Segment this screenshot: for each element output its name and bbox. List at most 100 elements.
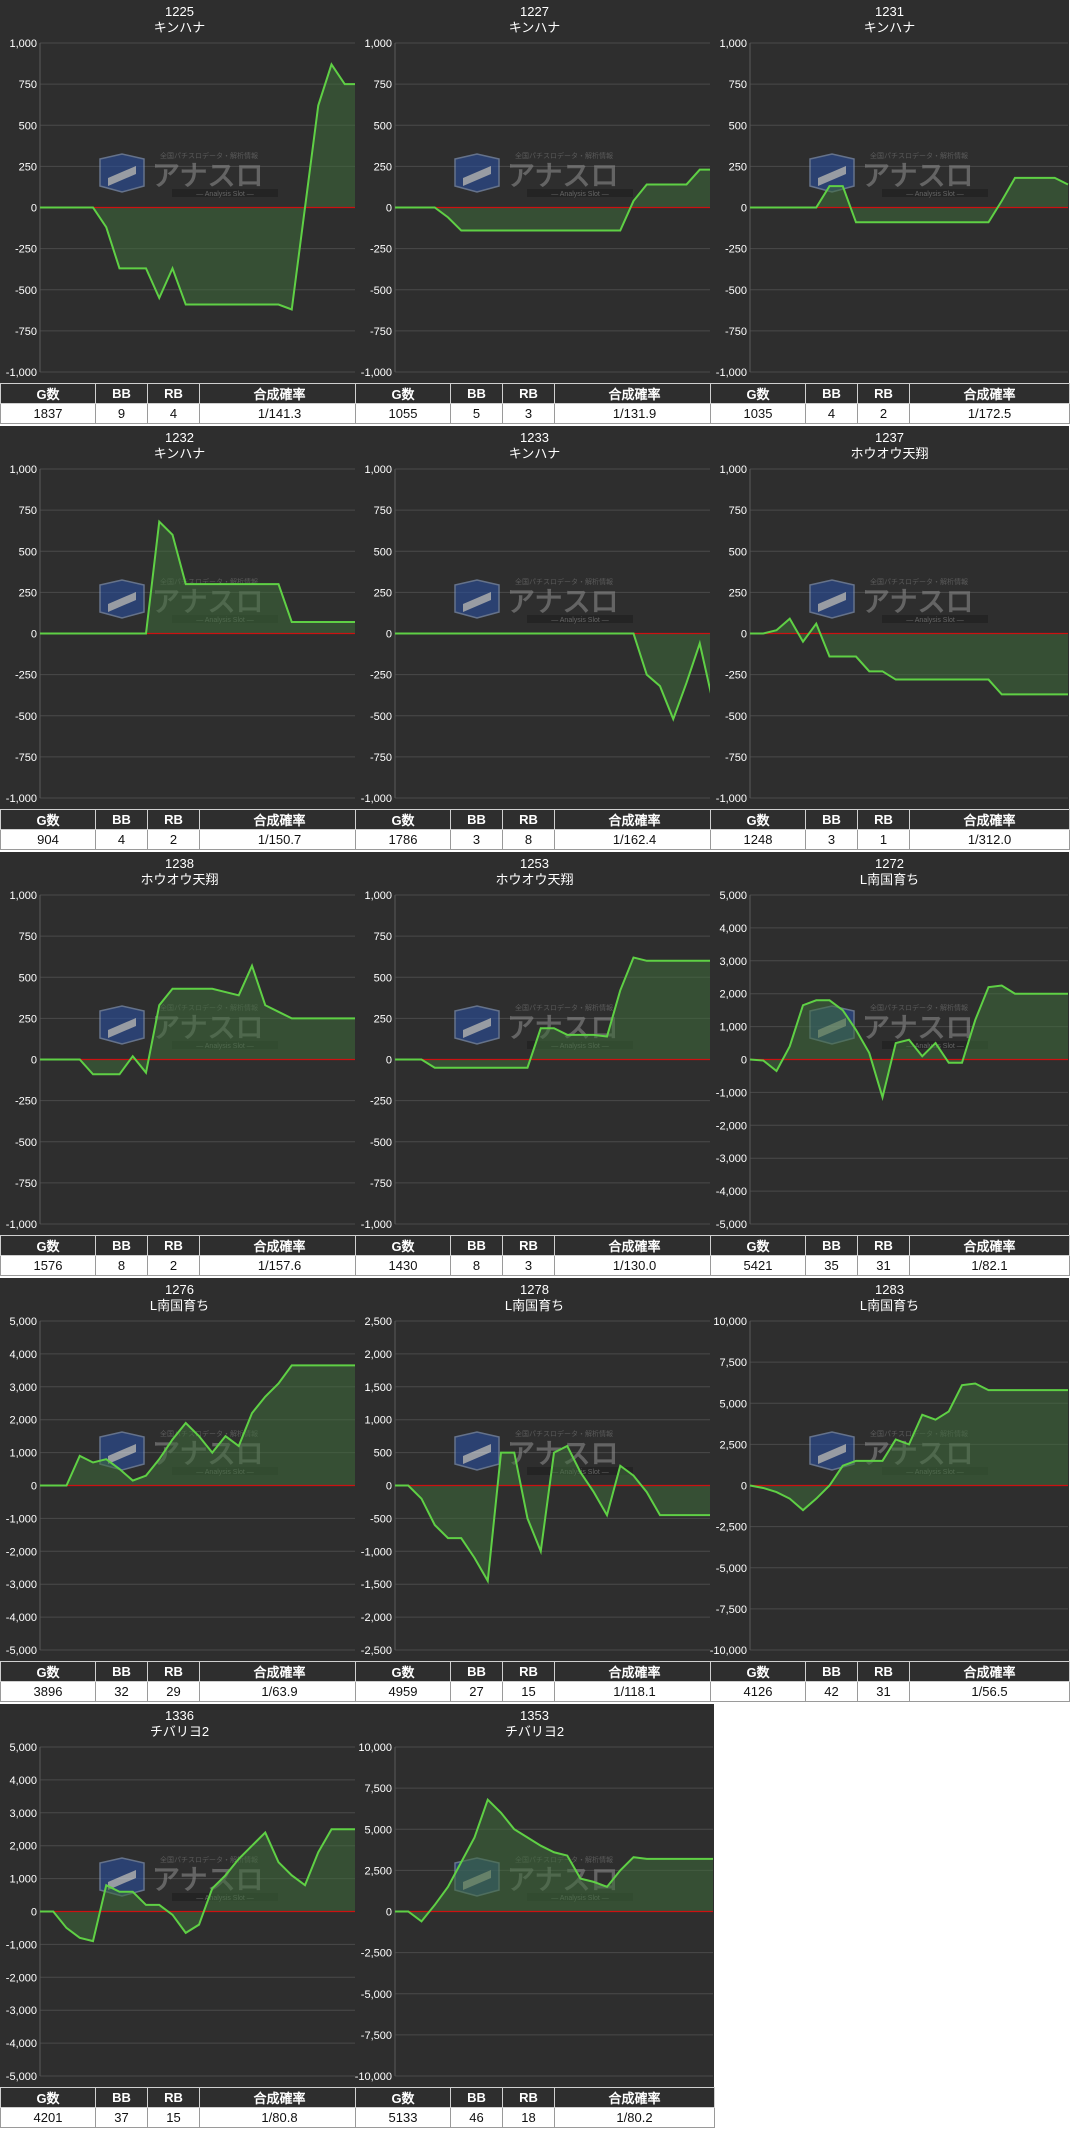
watermark-subtitle: — Analysis Slot —: [551, 191, 609, 198]
y-tick-label: 2,500: [364, 1865, 392, 1877]
header-rb: RB: [502, 809, 555, 830]
y-tick-label: 2,000: [9, 1415, 37, 1427]
watermark-tagline: 全国パチスロデータ・解析情報: [870, 151, 968, 160]
value-rate: 1/312.0: [909, 829, 1070, 850]
y-tick-label: 750: [374, 79, 392, 91]
series-line: [749, 984, 1068, 1102]
machine-number: 1276: [165, 1282, 194, 1297]
logo-stripe-icon: [108, 1018, 136, 1038]
header-rb: RB: [147, 809, 200, 830]
y-tick-label: 3,000: [719, 956, 747, 968]
y-tick-label: -500: [725, 711, 747, 723]
y-tick-label: -500: [15, 711, 37, 723]
value-bb: 35: [805, 1255, 858, 1276]
y-tick-label: -250: [725, 670, 747, 682]
y-tick-label: 0: [31, 1055, 37, 1067]
chart-svg: 10,000 7,500 5,000 2,500 0 -2,500 -5,000 -7,500…: [710, 1316, 1068, 1657]
header-rate: 合成確率: [554, 2087, 715, 2108]
y-tick-label: 5,000: [719, 890, 747, 902]
machine-model: キンハナ: [508, 20, 561, 35]
watermark-tagline: 全国パチスロデータ・解析情報: [160, 151, 258, 160]
value-rb: 31: [857, 1255, 910, 1276]
y-tick-label: 750: [729, 79, 747, 91]
value-games: 4959: [355, 1681, 451, 1702]
stats-table: G数 BB RB 合成確率 1035 4 2 1/172.5: [710, 383, 1070, 424]
y-tick-label: -5,000: [6, 2071, 37, 2083]
y-tick-label: -250: [15, 1096, 37, 1108]
machine-number: 1232: [165, 430, 194, 445]
y-tick-label: 500: [19, 972, 37, 984]
stats-header-row: G数 BB RB 合成確率: [0, 809, 360, 830]
y-tick-label: -250: [370, 670, 392, 682]
header-rate: 合成確率: [554, 809, 715, 830]
y-tick-label: -3,000: [6, 1579, 37, 1591]
machine-panel-1272: 1272 L南国育ち 5,000 4,000 3,000 2,000 1,000 0 -1,00…: [710, 852, 1070, 1278]
stats-value-row: 1837 9 4 1/141.3: [0, 403, 360, 424]
series-line: [40, 962, 358, 1076]
watermark-sub-bar: [882, 189, 988, 197]
slump-chart: 1276 L南国育ち 5,000 4,000 3,000 2,000 1,000 0 -1,00…: [0, 1278, 359, 1661]
value-rate: 1/63.9: [199, 1681, 360, 1702]
area-fill: [40, 1365, 358, 1486]
slump-chart: 1238 ホウオウ天翔 1,000 750 500 250 0 -250 -500 -750 -1,…: [0, 852, 359, 1235]
header-rb: RB: [147, 383, 200, 404]
slump-chart: 1278 L南国育ち 2,500 2,000 1,500 1,000 500 0 -500 -1,…: [355, 1278, 714, 1661]
watermark-tagline: 全国パチスロデータ・解析情報: [870, 1003, 968, 1012]
watermark-tagline: 全国パチスロデータ・解析情報: [870, 577, 968, 586]
y-tick-label: 250: [374, 1013, 392, 1025]
y-tick-label: -2,000: [361, 1612, 392, 1624]
value-rb: 31: [857, 1681, 910, 1702]
header-rb: RB: [857, 1661, 910, 1682]
y-tick-label: -5,000: [6, 1645, 37, 1657]
area-fill: [750, 177, 1068, 223]
header-rate: 合成確率: [199, 1235, 360, 1256]
series-line: [40, 1364, 358, 1487]
header-rb: RB: [147, 1661, 200, 1682]
value-rate: 1/131.9: [554, 403, 715, 424]
watermark-sub-bar: [172, 189, 278, 197]
y-tick-label: -250: [725, 244, 747, 256]
header-games: G数: [0, 383, 96, 404]
header-bb: BB: [95, 1235, 148, 1256]
area-fill: [395, 1799, 713, 1922]
y-tick-label: 750: [374, 931, 392, 943]
header-games: G数: [0, 1661, 96, 1682]
y-tick-label: 2,500: [719, 1439, 747, 1451]
machine-panel-1231: 1231 キンハナ 1,000 750 500 250 0 -250 -500 -750 -1,00…: [710, 0, 1070, 426]
watermark-tagline: 全国パチスロデータ・解析情報: [515, 1003, 613, 1012]
stats-header-row: G数 BB RB 合成確率: [355, 383, 715, 404]
y-tick-label: 0: [386, 203, 392, 215]
y-tick-label: 250: [19, 1013, 37, 1025]
y-tick-label: 750: [19, 931, 37, 943]
chart-svg: 5,000 4,000 3,000 2,000 1,000 0 -1,000 -2,000 -3…: [6, 1316, 358, 1657]
stats-header-row: G数 BB RB 合成確率: [355, 1235, 715, 1256]
y-tick-label: -500: [725, 285, 747, 297]
y-tick-label: 10,000: [358, 1742, 392, 1754]
y-tick-label: 3,000: [9, 1382, 37, 1394]
chart-svg: 10,000 7,500 5,000 2,500 0 -2,500 -5,000 -7,500…: [355, 1742, 713, 2083]
y-tick-label: 0: [741, 1481, 747, 1493]
watermark-tagline: 全国パチスロデータ・解析情報: [515, 577, 613, 586]
watermark-title: アナスロ: [507, 159, 618, 192]
logo-stripe-icon: [108, 592, 136, 612]
y-tick-label: -7,500: [716, 1604, 747, 1616]
y-tick-label: -500: [370, 285, 392, 297]
y-tick-label: -1,000: [6, 1939, 37, 1951]
y-tick-label: -750: [370, 326, 392, 338]
machine-number: 1238: [165, 856, 194, 871]
machine-model: L南国育ち: [859, 872, 920, 887]
y-tick-label: 0: [386, 1907, 392, 1919]
y-tick-label: 500: [374, 1448, 392, 1460]
value-games: 904: [0, 829, 96, 850]
y-tick-label: 0: [31, 1481, 37, 1493]
y-tick-label: 750: [19, 79, 37, 91]
watermark-subtitle: — Analysis Slot —: [196, 191, 254, 198]
y-tick-label: -1,500: [361, 1579, 392, 1591]
value-rb: 2: [147, 1255, 200, 1276]
chart-svg: 1,0007505002500-250-500-750-1,000アナスロ全国パ…: [361, 464, 714, 805]
stats-header-row: G数 BB RB 合成確率: [0, 383, 360, 404]
machine-model: L南国育ち: [859, 1298, 920, 1313]
y-tick-label: -2,500: [361, 1948, 392, 1960]
chart-svg: 1,0007505002500-250-500-750-1,000アナスロ全国パ…: [361, 890, 713, 1231]
